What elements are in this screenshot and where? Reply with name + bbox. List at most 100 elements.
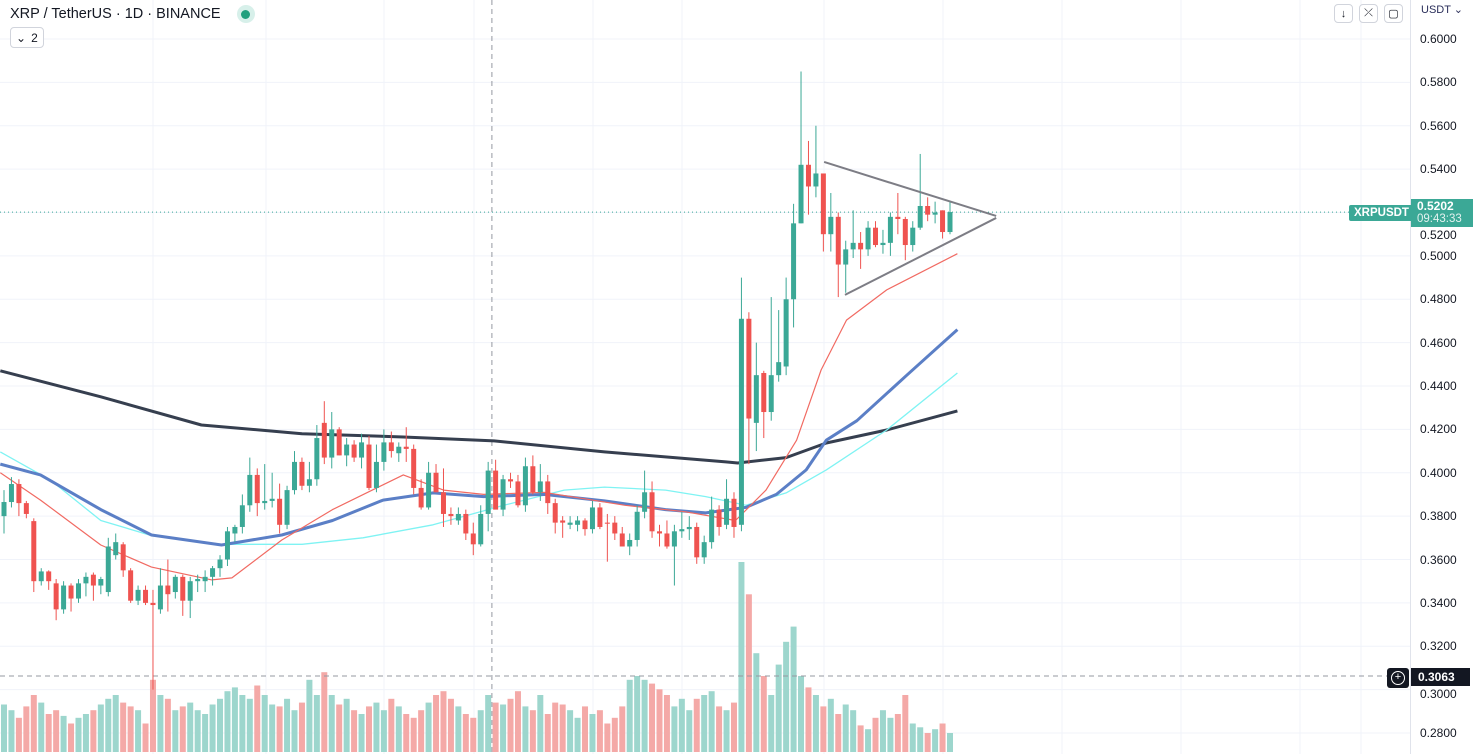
fullscreen-square-icon[interactable]: ▢ <box>1384 4 1403 23</box>
indicators-toggle-button[interactable]: ⌄ 2 <box>10 27 44 48</box>
chart-legend: XRP / TetherUS · 1D · BINANCE <box>10 5 255 23</box>
candle-body <box>887 216 893 243</box>
candle-body <box>172 576 178 593</box>
volume-bar <box>902 695 909 752</box>
volume-bar <box>388 698 395 752</box>
currency-label: USDT <box>1421 4 1451 16</box>
market-status-icon[interactable] <box>236 5 255 23</box>
candle-body <box>344 444 350 456</box>
volume-bar <box>939 723 946 752</box>
price-tick-label: 0.4600 <box>1420 335 1457 350</box>
candle-body <box>292 461 298 491</box>
volume-bar <box>291 710 298 752</box>
candle-body <box>731 498 737 527</box>
volume-bar <box>894 714 901 752</box>
candle-body <box>396 446 402 454</box>
price-tick-label: 0.5200 <box>1420 228 1457 242</box>
candle-body <box>187 581 193 601</box>
volume-bar <box>649 683 656 752</box>
candle-body <box>359 442 365 458</box>
volume-bar <box>753 653 760 752</box>
volume-bar <box>611 717 618 752</box>
candle-body <box>31 521 37 582</box>
volume-bar <box>872 717 879 752</box>
volume-bar <box>798 676 805 752</box>
candle-body <box>865 227 871 250</box>
candle-body <box>463 513 469 534</box>
candle-body <box>932 212 938 215</box>
volume-bar <box>522 706 529 752</box>
volume-bar <box>879 710 886 752</box>
currency-selector[interactable]: USDT ⌄ <box>1421 4 1464 16</box>
volume-bar <box>768 695 775 752</box>
price-axis[interactable] <box>1410 0 1479 754</box>
volume-bar <box>313 695 320 752</box>
candle-body <box>873 227 879 246</box>
price-tick-label: 0.3000 <box>1420 687 1457 701</box>
candle-body <box>530 466 536 493</box>
volume-bar <box>447 698 454 752</box>
candle-body <box>254 474 260 504</box>
volume-bar <box>723 710 730 752</box>
volume-bar <box>179 706 186 752</box>
volume-bar <box>15 717 22 752</box>
scroll-to-latest-arrow-down-icon[interactable]: ↓ <box>1334 4 1353 23</box>
candle-body <box>239 505 245 527</box>
volume-bar <box>909 723 916 752</box>
ma-dark-line <box>0 369 958 465</box>
volume-bar <box>604 723 611 752</box>
volume-bar <box>760 676 767 752</box>
price-tick-label: 0.4200 <box>1420 422 1457 437</box>
price-tick-label: 0.3600 <box>1420 552 1457 567</box>
price-tick-label: 0.5600 <box>1420 118 1457 133</box>
volume-bar <box>395 706 402 752</box>
volume-bar <box>634 676 641 752</box>
candle-body <box>820 173 826 235</box>
candle-body <box>627 539 633 547</box>
candle-body <box>195 579 201 582</box>
volume-bar <box>775 664 782 752</box>
volume-bar <box>492 702 499 752</box>
volume-bar <box>507 698 514 752</box>
symbol-title[interactable]: XRP / TetherUS · 1D · BINANCE <box>10 6 221 22</box>
candle-body <box>791 223 797 300</box>
volume-bar <box>582 706 589 752</box>
triangle-upper-line <box>823 161 997 217</box>
volume-bar <box>261 695 268 752</box>
chevron-down-icon: ⌄ <box>16 30 27 45</box>
volume-bar <box>686 710 693 752</box>
volume-bar <box>567 710 574 752</box>
volume-bar <box>135 710 142 752</box>
candle-body <box>910 227 916 246</box>
candle-body <box>314 438 320 480</box>
volume-bar <box>596 710 603 752</box>
add-alert-plus-button[interactable]: + <box>1387 668 1409 688</box>
ma-red-line <box>0 253 958 581</box>
candle-body <box>798 164 804 224</box>
price-chart[interactable] <box>0 0 1410 754</box>
candle-body <box>858 242 864 250</box>
volume-bar <box>224 691 231 752</box>
price-tick-label: 0.3400 <box>1420 595 1457 610</box>
candle-body <box>738 318 744 525</box>
candle-body <box>716 509 722 527</box>
collapse-icon[interactable]: ⤫ <box>1359 4 1378 23</box>
volume-bar <box>403 714 410 752</box>
volume-bar <box>105 698 112 752</box>
indicators-count: 2 <box>31 30 38 45</box>
volume-bar <box>537 695 544 752</box>
volume-bar <box>663 695 670 752</box>
candle-body <box>545 481 551 504</box>
volume-bar <box>805 687 812 752</box>
candle-body <box>247 474 253 506</box>
volume-bar <box>172 710 179 752</box>
volume-bar <box>433 695 440 752</box>
candle-body <box>843 249 849 265</box>
volume-bar <box>187 702 194 752</box>
price-tick-label: 0.2800 <box>1420 726 1457 740</box>
candle-body <box>403 446 409 449</box>
price-tick-label: 0.4000 <box>1420 465 1457 480</box>
volume-bar <box>835 714 842 752</box>
volume-bar <box>745 594 752 752</box>
candle-body <box>753 375 759 423</box>
